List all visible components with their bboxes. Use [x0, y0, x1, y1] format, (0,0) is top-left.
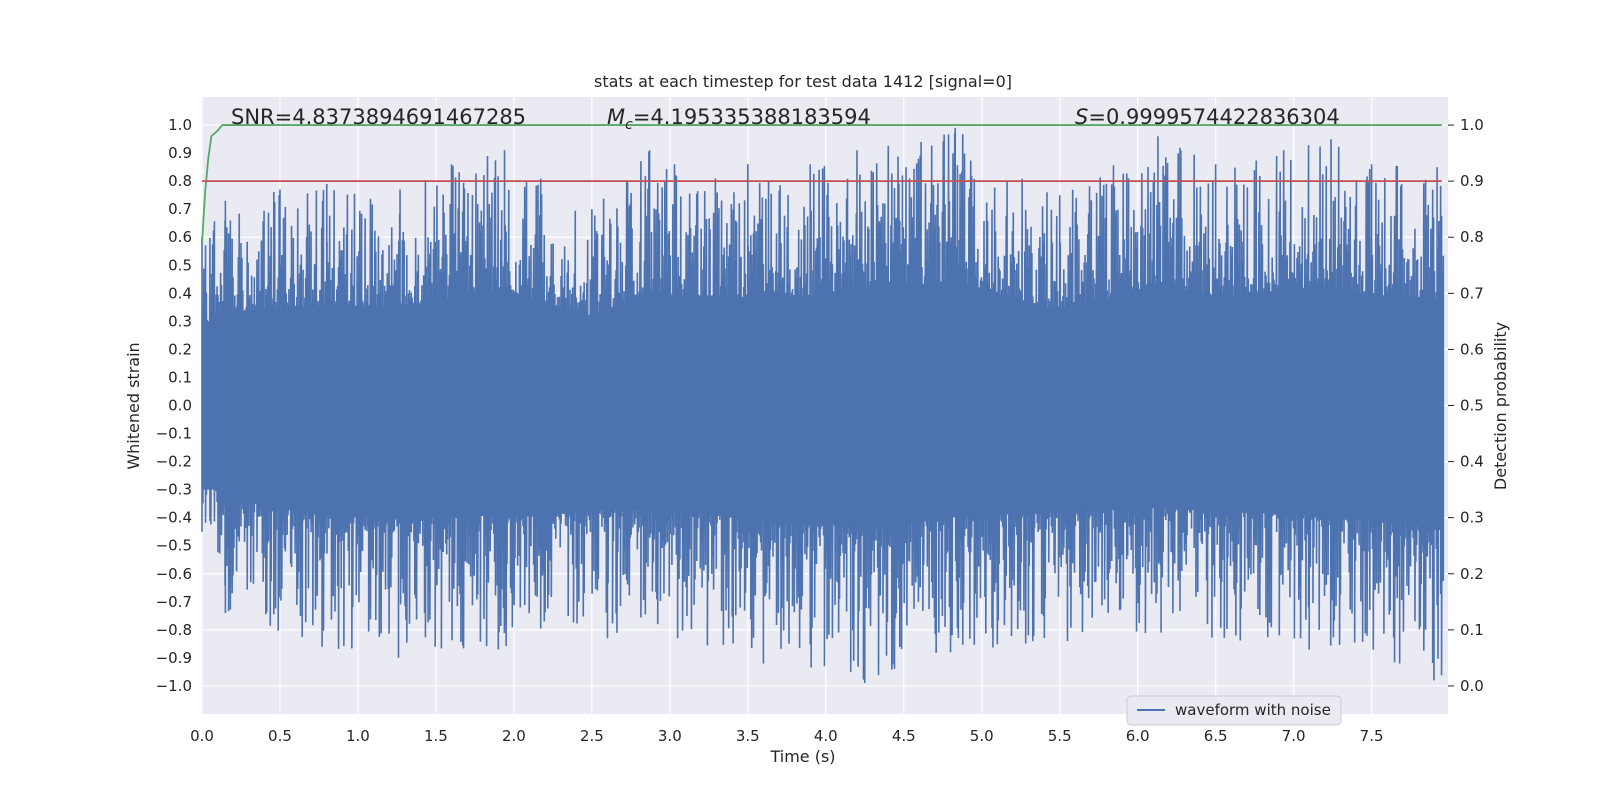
detection-probability-line — [201, 124, 1442, 243]
x-tick-label: 5.0 — [970, 727, 994, 745]
x-tick-label: 7.0 — [1282, 727, 1306, 745]
left-y-tick-label: 0.3 — [168, 312, 192, 330]
x-tick-label: 6.0 — [1126, 727, 1150, 745]
right-y-tick-label: 0.5 — [1460, 397, 1484, 415]
plot-area — [201, 97, 1448, 714]
waveform-with-noise-line — [201, 127, 1445, 684]
right-y-tick-label: 0.6 — [1460, 340, 1484, 358]
x-tick-label: 3.0 — [658, 727, 682, 745]
left-y-tick-label: −0.9 — [156, 649, 192, 667]
x-tick-label: 1.5 — [424, 727, 448, 745]
left-y-tick-label: 0.9 — [168, 144, 192, 162]
left-y-tick-label: −0.3 — [156, 481, 192, 499]
left-y-tick-label: 0.1 — [168, 368, 192, 386]
chirp-mass-symbol: M — [607, 105, 625, 129]
chirp-mass-value: =4.195335388183594 — [633, 105, 871, 129]
left-y-axis-label: Whitened strain — [124, 342, 143, 469]
legend: waveform with noise — [1126, 695, 1342, 726]
s-symbol: S — [1075, 105, 1088, 129]
right-y-axis-label: Detection probability — [1491, 322, 1510, 490]
left-y-tick-label: 0.6 — [168, 228, 192, 246]
snr-annotation: SNR=4.8373894691467285 — [231, 105, 526, 129]
right-y-tick-label: 0.0 — [1460, 677, 1484, 695]
x-tick-label: 0.0 — [190, 727, 214, 745]
left-y-tick-label: 0.5 — [168, 256, 192, 274]
right-y-tick-label: 0.2 — [1460, 565, 1484, 583]
left-y-tick-label: −0.8 — [156, 621, 192, 639]
left-y-tick-label: −0.6 — [156, 565, 192, 583]
left-y-tick-label: 1.0 — [168, 116, 192, 134]
right-y-tick-label: 0.7 — [1460, 284, 1484, 302]
x-tick-label: 4.0 — [814, 727, 838, 745]
x-tick-label: 2.0 — [502, 727, 526, 745]
left-y-tick-label: −0.4 — [156, 509, 192, 527]
right-y-tick-label: 0.3 — [1460, 509, 1484, 527]
x-axis-label: Time (s) — [769, 747, 835, 766]
chirp-mass-subscript: c — [625, 117, 633, 133]
chirp-mass-annotation: Mc=4.195335388183594 — [607, 105, 871, 133]
right-y-tick-label: 0.1 — [1460, 621, 1484, 639]
left-y-tick-label: 0.7 — [168, 200, 192, 218]
left-y-tick-label: −0.1 — [156, 425, 192, 443]
x-tick-label: 5.5 — [1048, 727, 1072, 745]
right-y-tick-label: 1.0 — [1460, 116, 1484, 134]
right-y-tick-label: 0.4 — [1460, 453, 1484, 471]
x-tick-label: 6.5 — [1204, 727, 1228, 745]
x-tick-label: 3.5 — [736, 727, 760, 745]
x-tick-label: 7.5 — [1360, 727, 1384, 745]
x-tick-label: 1.0 — [346, 727, 370, 745]
left-y-tick-label: −1.0 — [156, 677, 192, 695]
s-value: =0.9999574422836304 — [1088, 105, 1339, 129]
left-y-tick-label: −0.2 — [156, 453, 192, 471]
left-y-tick-label: 0.4 — [168, 284, 192, 302]
left-y-tick-label: 0.0 — [168, 397, 192, 415]
left-y-tick-label: 0.2 — [168, 340, 192, 358]
x-tick-label: 0.5 — [268, 727, 292, 745]
left-y-tick-label: −0.5 — [156, 537, 192, 555]
legend-waveform-label: waveform with noise — [1175, 701, 1331, 719]
x-tick-label: 4.5 — [892, 727, 916, 745]
right-y-tick-label: 0.8 — [1460, 228, 1484, 246]
legend-box — [1126, 695, 1342, 726]
right-y-axis-ticks: 1.0 0.9 0.8 0.7 0.6 0.5 0.4 0.3 0.2 0.1 0.0 — [1448, 116, 1484, 695]
x-tick-label: 2.5 — [580, 727, 604, 745]
left-y-tick-label: −0.7 — [156, 593, 192, 611]
right-y-tick-label: 0.9 — [1460, 172, 1484, 190]
left-y-axis-ticks: 1.0 0.9 0.8 0.7 0.6 0.5 0.4 0.3 0.2 0.1 0.0 −0.1 −0.… — [156, 116, 192, 695]
chart-title: stats at each timestep for test data 141… — [594, 72, 1012, 91]
x-axis-ticks: 0.0 0.5 1.0 1.5 2.0 2.5 3.0 3.5 4.0 4.5 5.0 5.5 6.0 6… — [190, 727, 1383, 745]
left-y-tick-label: 0.8 — [168, 172, 192, 190]
s-annotation: S=0.9999574422836304 — [1075, 105, 1340, 129]
